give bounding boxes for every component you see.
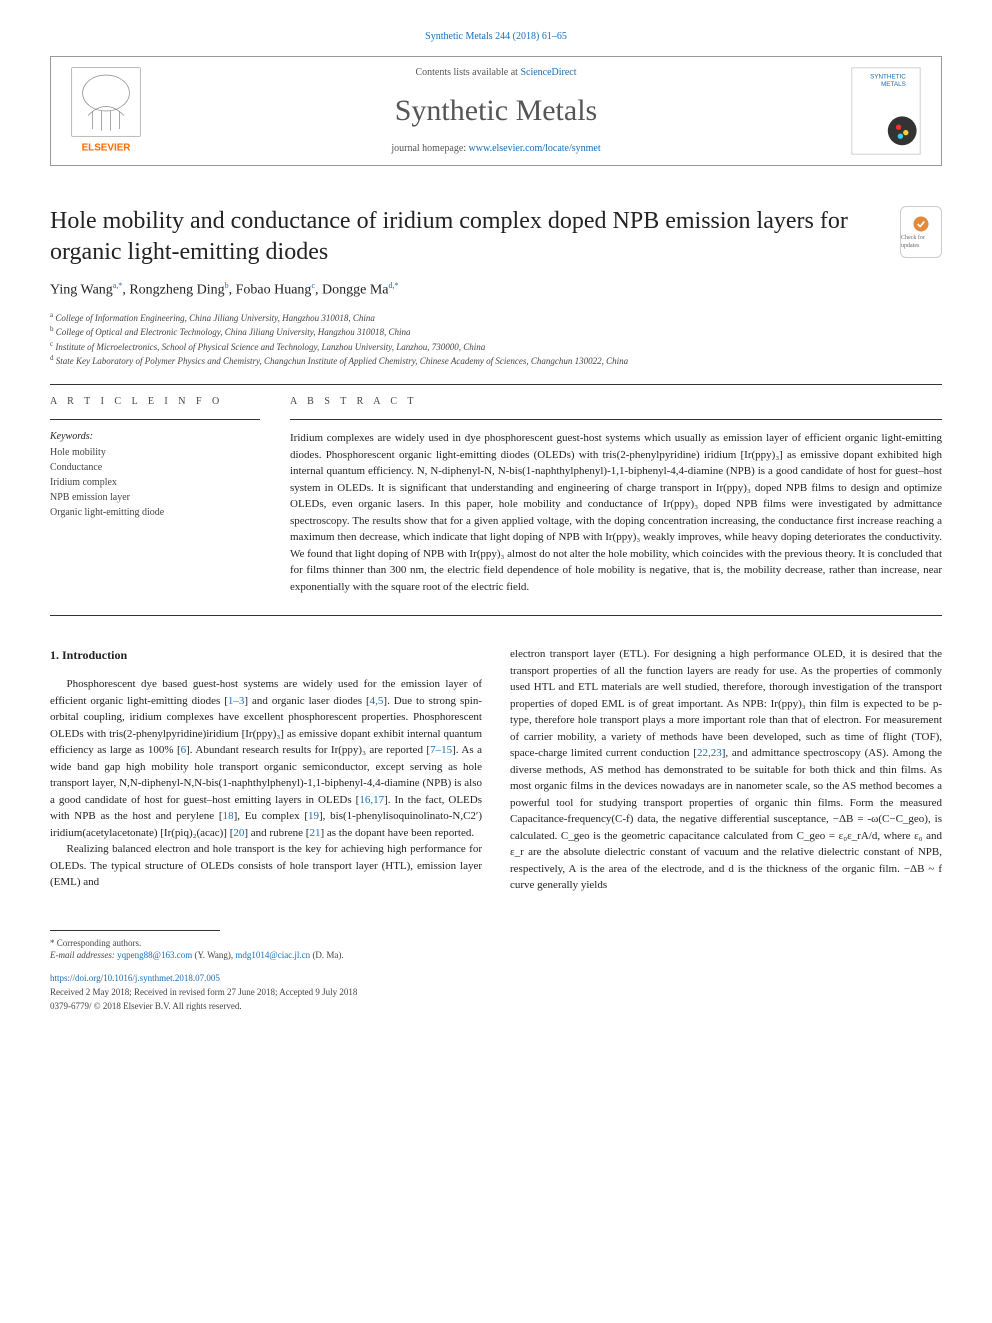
homepage-text: journal homepage: xyxy=(391,143,468,154)
body-left-col: 1. Introduction Phosphorescent dye based… xyxy=(50,646,482,894)
keywords-label: Keywords: xyxy=(50,430,260,444)
doi-link[interactable]: https://doi.org/10.1016/j.synthmet.2018.… xyxy=(50,972,942,985)
journal-cover: SYNTHETIC METALS xyxy=(831,57,941,165)
affiliations: a College of Information Engineering, Ch… xyxy=(50,311,942,368)
keyword-item: Iridium complex xyxy=(50,476,260,490)
copyright-line: 0379-6779/ © 2018 Elsevier B.V. All righ… xyxy=(50,1000,942,1013)
article-info-label: A R T I C L E I N F O xyxy=(50,395,260,409)
email-line: E-mail addresses: yqpeng88@163.com (Y. W… xyxy=(50,949,942,962)
intro-paragraph-1: Phosphorescent dye based guest-host syst… xyxy=(50,676,482,841)
keywords-list: Hole mobilityConductanceIridium complexN… xyxy=(50,446,260,520)
divider xyxy=(50,419,260,420)
svg-text:SYNTHETIC: SYNTHETIC xyxy=(870,74,906,81)
keyword-item: Conductance xyxy=(50,461,260,475)
header-center: Contents lists available at ScienceDirec… xyxy=(161,57,831,165)
contents-text: Contents lists available at xyxy=(415,67,520,78)
journal-ref-link[interactable]: Synthetic Metals 244 (2018) 61–65 xyxy=(50,30,942,44)
divider xyxy=(50,384,942,385)
email-label: E-mail addresses: xyxy=(50,950,117,960)
keyword-item: NPB emission layer xyxy=(50,491,260,505)
journal-header: ELSEVIER Contents lists available at Sci… xyxy=(50,56,942,166)
divider xyxy=(290,419,942,420)
sciencedirect-link[interactable]: ScienceDirect xyxy=(520,67,576,78)
svg-text:ELSEVIER: ELSEVIER xyxy=(82,143,131,154)
article-info-column: A R T I C L E I N F O Keywords: Hole mob… xyxy=(50,395,260,595)
email-link[interactable]: yqpeng88@163.com xyxy=(117,950,192,960)
keyword-item: Hole mobility xyxy=(50,446,260,460)
elsevier-logo: ELSEVIER xyxy=(51,57,161,165)
homepage-link[interactable]: www.elsevier.com/locate/synmet xyxy=(469,143,601,154)
check-updates-badge[interactable]: Check for updates xyxy=(900,206,942,258)
authors: Ying Wanga,*, Rongzheng Dingb, Fobao Hua… xyxy=(50,280,942,300)
received-line: Received 2 May 2018; Received in revised… xyxy=(50,986,942,999)
keyword-item: Organic light-emitting diode xyxy=(50,506,260,520)
email-link[interactable]: mdg1014@ciac.jl.cn xyxy=(235,950,310,960)
intro-paragraph-3: electron transport layer (ETL). For desi… xyxy=(510,646,942,894)
abstract-label: A B S T R A C T xyxy=(290,395,942,409)
abstract-text: Iridium complexes are widely used in dye… xyxy=(290,430,942,595)
updates-label: Check for updates xyxy=(901,234,941,251)
body-right-col: electron transport layer (ETL). For desi… xyxy=(510,646,942,894)
corresponding-label: * Corresponding authors. xyxy=(50,937,942,950)
article-title: Hole mobility and conductance of iridium… xyxy=(50,206,880,268)
abstract-column: A B S T R A C T Iridium complexes are wi… xyxy=(290,395,942,595)
body-columns: 1. Introduction Phosphorescent dye based… xyxy=(50,646,942,894)
divider xyxy=(50,615,942,616)
svg-text:METALS: METALS xyxy=(881,81,906,88)
homepage-line: journal homepage: www.elsevier.com/locat… xyxy=(391,142,600,156)
contents-line: Contents lists available at ScienceDirec… xyxy=(415,66,576,80)
intro-paragraph-2: Realizing balanced electron and hole tra… xyxy=(50,841,482,891)
introduction-heading: 1. Introduction xyxy=(50,646,482,664)
footer-divider xyxy=(50,930,220,931)
footer: * Corresponding authors. E-mail addresse… xyxy=(50,937,942,962)
journal-title: Synthetic Metals xyxy=(395,90,597,132)
